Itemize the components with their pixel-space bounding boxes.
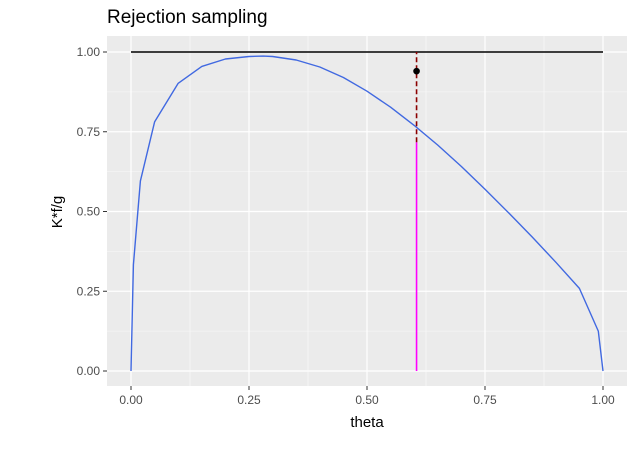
y-tick-label: 0.25 [77,284,101,298]
x-tick-label: 0.25 [237,393,261,407]
uniform-draw-point [413,67,420,75]
y-axis: 0.00 0.25 0.50 0.75 1.00 [77,45,107,378]
y-axis-title: K*f/g [49,196,66,229]
x-axis: 0.00 0.25 0.50 0.75 1.00 [119,386,615,407]
x-tick-label: 1.00 [591,393,615,407]
chart-title: Rejection sampling [107,7,268,28]
x-tick-label: 0.75 [473,393,497,407]
y-tick-label: 1.00 [77,45,101,59]
y-tick-label: 0.75 [77,125,101,139]
x-tick-label: 0.00 [119,393,143,407]
y-tick-label: 0.50 [77,205,101,219]
y-tick-label: 0.00 [77,364,101,378]
x-tick-label: 0.50 [355,393,379,407]
ratio-curve-line [130,55,604,372]
chart-marks [130,51,604,372]
x-axis-title: theta [350,414,384,431]
